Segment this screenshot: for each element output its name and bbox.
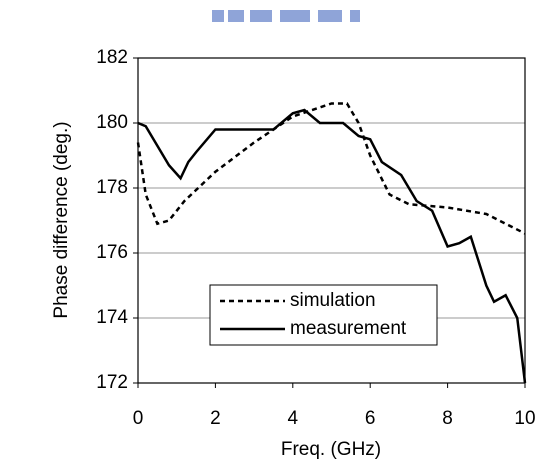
y-tick-label: 176 — [96, 242, 128, 263]
x-tick-label: 2 — [210, 408, 221, 429]
x-tick-label: 6 — [365, 408, 376, 429]
y-tick-label: 182 — [96, 47, 128, 68]
y-tick-label: 174 — [96, 307, 128, 328]
x-tick-label: 10 — [514, 408, 535, 429]
plot-frame — [137, 57, 526, 384]
x-tick-label: 0 — [133, 408, 144, 429]
x-tick-label: 4 — [288, 408, 299, 429]
x-tick-label: 8 — [442, 408, 453, 429]
y-tick-label: 178 — [96, 177, 128, 198]
y-tick-label: 180 — [96, 112, 128, 133]
legend-label: simulation — [290, 290, 376, 311]
logo — [212, 10, 360, 22]
legend-box — [209, 284, 438, 346]
y-axis-title: Phase difference (deg.) — [51, 121, 72, 318]
x-axis-title: Freq. (GHz) — [281, 439, 381, 460]
legend-label: measurement — [290, 318, 407, 339]
y-tick-label: 172 — [96, 372, 128, 393]
data-line — [137, 108, 527, 384]
